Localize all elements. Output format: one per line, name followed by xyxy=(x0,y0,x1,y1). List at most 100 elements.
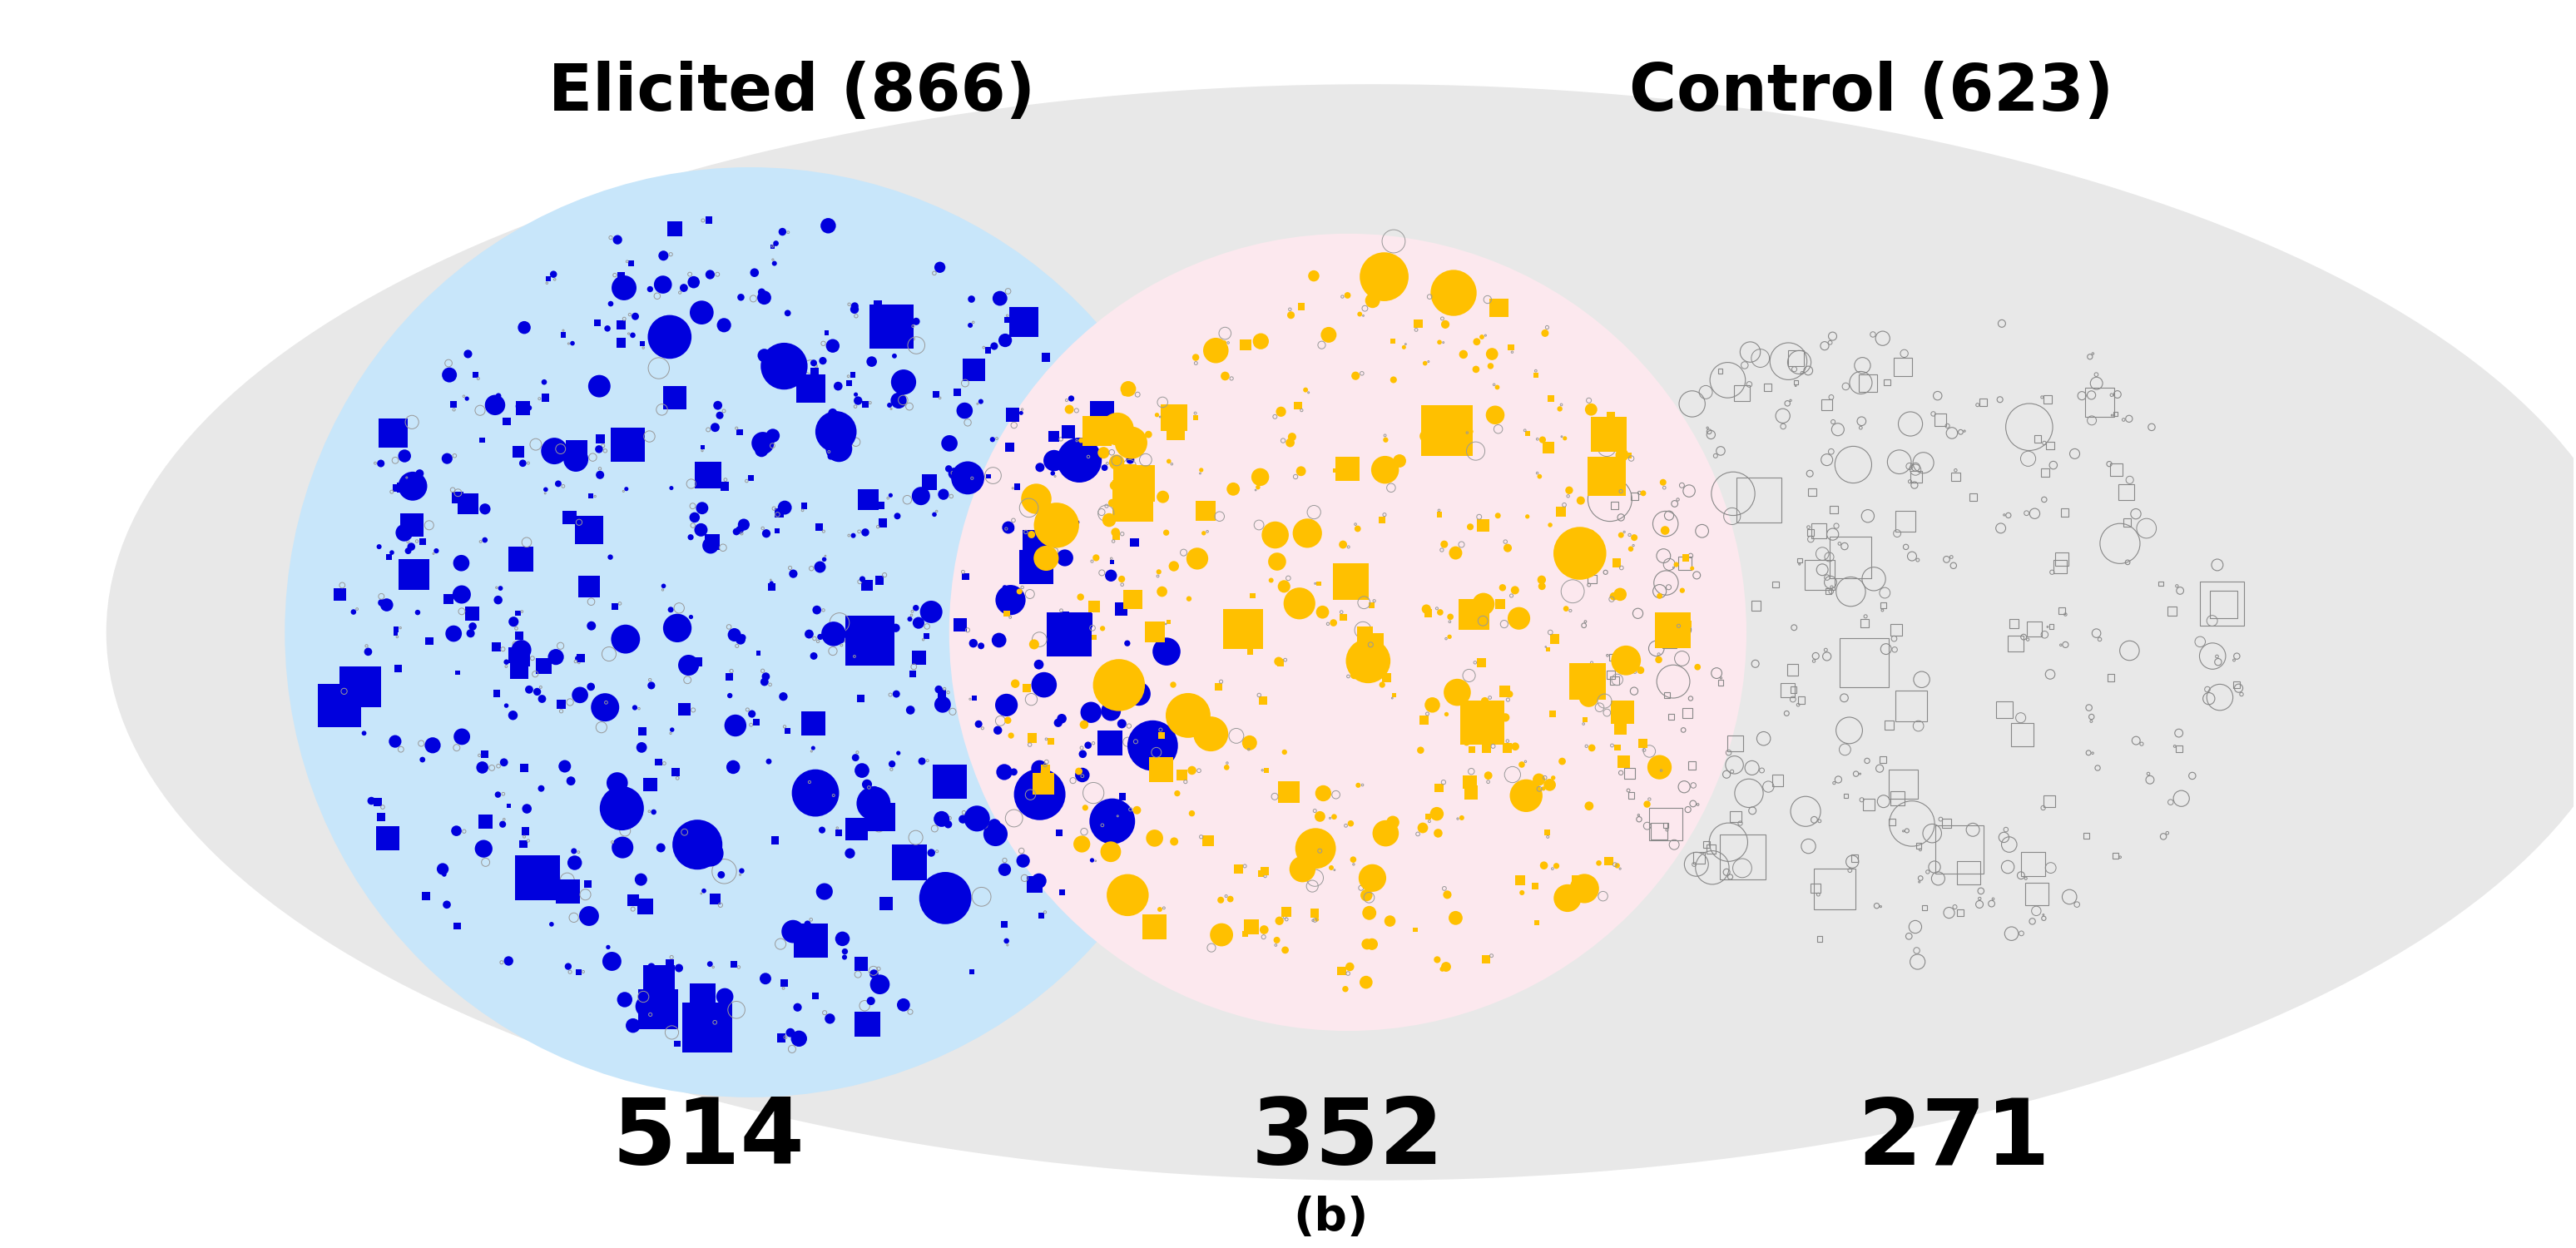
Circle shape xyxy=(647,963,654,971)
Bar xyxy=(1167,620,1172,624)
Circle shape xyxy=(809,653,817,660)
Bar xyxy=(1811,523,1826,538)
Circle shape xyxy=(891,369,917,394)
Circle shape xyxy=(1363,938,1373,950)
Bar xyxy=(1476,519,1489,532)
Circle shape xyxy=(726,628,742,641)
Circle shape xyxy=(1275,916,1283,925)
Circle shape xyxy=(1028,554,1033,559)
Circle shape xyxy=(819,357,827,364)
Bar xyxy=(616,321,626,329)
Bar xyxy=(1922,906,1927,910)
Bar xyxy=(639,728,647,735)
Bar xyxy=(1468,746,1476,753)
Circle shape xyxy=(662,614,690,643)
Circle shape xyxy=(1350,856,1358,862)
Circle shape xyxy=(1028,530,1036,538)
Bar xyxy=(479,814,492,829)
Bar xyxy=(626,895,639,906)
Circle shape xyxy=(716,988,734,1006)
Bar xyxy=(1265,769,1267,773)
Circle shape xyxy=(889,493,894,498)
Bar xyxy=(479,438,484,443)
Circle shape xyxy=(778,500,791,514)
Circle shape xyxy=(760,973,770,985)
Bar xyxy=(518,654,531,666)
Circle shape xyxy=(747,710,755,718)
Bar xyxy=(858,694,866,703)
Circle shape xyxy=(912,617,925,629)
Circle shape xyxy=(824,1013,835,1023)
Bar xyxy=(1419,715,1430,724)
Circle shape xyxy=(793,1003,801,1012)
Circle shape xyxy=(505,704,507,708)
Bar xyxy=(1623,768,1636,779)
Circle shape xyxy=(1329,619,1337,626)
Circle shape xyxy=(984,822,1007,846)
Ellipse shape xyxy=(106,84,2576,1181)
Bar xyxy=(317,684,361,726)
Circle shape xyxy=(791,769,840,816)
Bar xyxy=(2027,622,2043,636)
Text: Elicited (866): Elicited (866) xyxy=(549,61,1036,124)
Circle shape xyxy=(623,487,629,490)
Bar xyxy=(1005,408,1020,422)
Bar xyxy=(1247,633,1255,638)
Text: 271: 271 xyxy=(1857,1094,2050,1183)
Bar xyxy=(1631,493,1638,500)
Circle shape xyxy=(438,864,448,875)
Circle shape xyxy=(1425,698,1440,713)
Bar xyxy=(1880,603,1886,609)
Bar xyxy=(1033,773,1054,795)
Bar xyxy=(884,805,891,812)
Bar xyxy=(613,840,621,846)
Circle shape xyxy=(827,339,840,353)
Circle shape xyxy=(989,342,997,349)
Bar xyxy=(1798,558,1803,563)
Bar xyxy=(752,719,760,725)
Bar xyxy=(639,990,677,1028)
Bar xyxy=(775,508,783,518)
Bar xyxy=(1502,743,1512,753)
Bar xyxy=(1654,641,1659,645)
Circle shape xyxy=(541,379,546,384)
Bar xyxy=(1587,457,1625,495)
Bar xyxy=(1069,529,1074,534)
Circle shape xyxy=(1074,768,1090,782)
Circle shape xyxy=(567,855,582,870)
Circle shape xyxy=(858,786,891,820)
Circle shape xyxy=(1262,522,1288,549)
Circle shape xyxy=(554,480,562,487)
Circle shape xyxy=(853,392,858,397)
Bar xyxy=(546,277,551,282)
Circle shape xyxy=(817,884,832,900)
Bar xyxy=(1788,664,1798,675)
Circle shape xyxy=(1494,513,1502,519)
Bar xyxy=(1247,649,1252,655)
Circle shape xyxy=(927,849,935,856)
Bar xyxy=(1437,512,1443,517)
Circle shape xyxy=(1118,575,1126,583)
Circle shape xyxy=(765,759,773,764)
Circle shape xyxy=(1030,874,1046,889)
Bar xyxy=(1507,344,1515,351)
Bar xyxy=(644,966,675,997)
Circle shape xyxy=(1525,514,1530,519)
Circle shape xyxy=(896,865,907,876)
Bar xyxy=(420,538,425,545)
Bar xyxy=(971,696,976,701)
Bar xyxy=(492,690,500,698)
Circle shape xyxy=(1175,790,1180,796)
Circle shape xyxy=(672,820,721,870)
Circle shape xyxy=(1551,775,1556,780)
Circle shape xyxy=(819,826,824,834)
Bar xyxy=(399,513,425,537)
Bar xyxy=(1726,735,1744,751)
Circle shape xyxy=(1069,396,1074,402)
Bar xyxy=(2045,442,2053,449)
Circle shape xyxy=(600,786,644,830)
Circle shape xyxy=(1486,406,1504,424)
Circle shape xyxy=(1494,384,1499,389)
Circle shape xyxy=(1283,750,1288,755)
Circle shape xyxy=(1512,743,1520,750)
